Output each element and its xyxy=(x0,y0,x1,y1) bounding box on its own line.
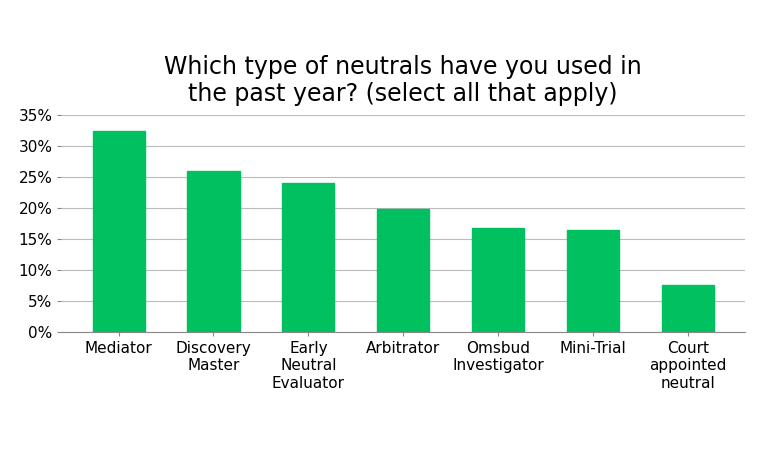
Title: Which type of neutrals have you used in
the past year? (select all that apply): Which type of neutrals have you used in … xyxy=(164,54,642,106)
Bar xyxy=(472,228,524,332)
Bar xyxy=(567,230,619,332)
Bar xyxy=(377,209,429,332)
Bar xyxy=(92,131,144,332)
Bar xyxy=(662,285,714,332)
Bar xyxy=(187,171,240,332)
Bar xyxy=(283,183,334,332)
